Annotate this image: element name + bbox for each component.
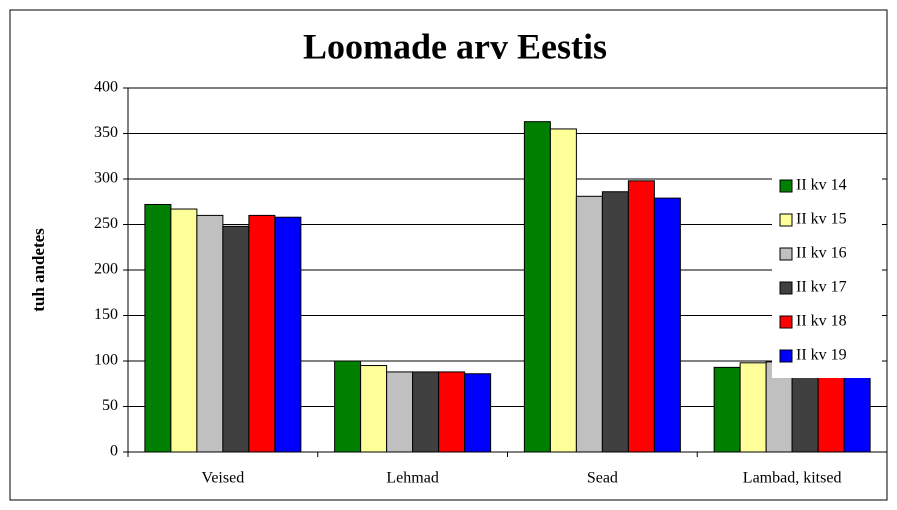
bar	[360, 365, 388, 453]
bar	[438, 371, 466, 453]
legend-label: II kv 18	[796, 313, 847, 330]
legend-label: II kv 14	[796, 177, 847, 194]
x-tick-label: Veised	[202, 470, 245, 487]
bar	[713, 366, 741, 453]
y-tick-label: 400	[94, 79, 118, 96]
legend-label: II kv 15	[796, 211, 847, 228]
y-tick-label: 100	[94, 352, 118, 369]
bar	[843, 365, 871, 453]
bar	[196, 214, 224, 453]
legend-swatch	[779, 315, 793, 329]
y-tick-label: 0	[110, 443, 118, 460]
y-tick-label: 200	[94, 261, 118, 278]
bar	[523, 121, 551, 453]
bar	[386, 371, 414, 453]
legend-swatch	[779, 213, 793, 227]
legend-swatch	[779, 281, 793, 295]
legend-swatch	[779, 247, 793, 261]
bar	[653, 197, 681, 453]
y-tick-label: 250	[94, 215, 118, 232]
x-tick-label: Lehmad	[386, 470, 438, 487]
bar	[274, 216, 302, 453]
legend-swatch	[779, 179, 793, 193]
bar	[575, 195, 603, 453]
legend-label: II kv 17	[796, 279, 847, 296]
bar	[412, 371, 440, 453]
y-tick-label: 350	[94, 124, 118, 141]
bar	[248, 214, 276, 453]
bar	[601, 191, 629, 453]
y-axis-label: tuh andetes	[29, 228, 48, 312]
bar	[144, 203, 172, 453]
bar	[170, 208, 198, 453]
x-tick-label: Sead	[587, 470, 618, 487]
x-tick-label: Lambad, kitsed	[743, 470, 842, 487]
bar	[549, 128, 577, 453]
bar	[739, 362, 767, 453]
legend-swatch	[779, 349, 793, 363]
legend-label: II kv 16	[796, 245, 847, 262]
legend-box	[772, 168, 882, 378]
y-tick-label: 50	[102, 397, 118, 414]
legend-label: II kv 19	[796, 347, 847, 364]
y-tick-label: 150	[94, 306, 118, 323]
chart-title: Loomade arv Eestis	[303, 26, 607, 66]
y-tick-label: 300	[94, 170, 118, 187]
bar	[334, 360, 362, 453]
bar	[222, 225, 250, 453]
bar	[464, 373, 492, 453]
bar	[627, 180, 655, 453]
